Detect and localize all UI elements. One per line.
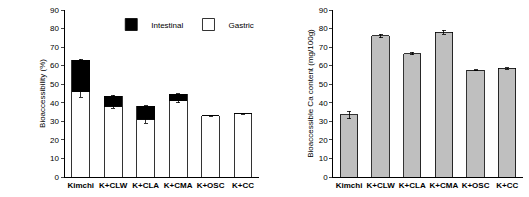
svg-text:K+CLW: K+CLW <box>367 181 396 190</box>
svg-text:90: 90 <box>50 6 59 15</box>
svg-text:30: 30 <box>319 117 328 126</box>
svg-text:80: 80 <box>319 24 328 33</box>
svg-text:50: 50 <box>319 80 328 89</box>
svg-text:Bioaccessibility (%): Bioaccessibility (%) <box>38 59 47 128</box>
svg-text:40: 40 <box>50 99 59 108</box>
svg-text:K+CLA: K+CLA <box>132 181 159 190</box>
svg-text:60: 60 <box>50 61 59 70</box>
svg-text:Intestinal: Intestinal <box>151 21 183 30</box>
svg-text:70: 70 <box>50 43 59 52</box>
svg-text:K+CC: K+CC <box>496 181 518 190</box>
svg-text:70: 70 <box>319 43 328 52</box>
svg-text:20: 20 <box>319 136 328 145</box>
svg-text:90: 90 <box>319 6 328 15</box>
svg-text:30: 30 <box>50 117 59 126</box>
svg-text:50: 50 <box>50 80 59 89</box>
svg-text:20: 20 <box>50 136 59 145</box>
svg-text:Kimchi: Kimchi <box>336 181 363 190</box>
svg-text:Kimchi: Kimchi <box>67 181 94 190</box>
svg-text:10: 10 <box>319 154 328 163</box>
svg-text:0: 0 <box>54 173 59 182</box>
svg-text:K+CLW: K+CLW <box>99 181 128 190</box>
svg-text:K+CC: K+CC <box>232 181 254 190</box>
svg-text:K+OSC: K+OSC <box>197 181 225 190</box>
svg-text:40: 40 <box>319 99 328 108</box>
svg-text:60: 60 <box>319 61 328 70</box>
svg-text:K+CLA: K+CLA <box>399 181 426 190</box>
svg-text:10: 10 <box>50 154 59 163</box>
svg-text:K+CMA: K+CMA <box>430 181 459 190</box>
svg-text:Gastric: Gastric <box>228 21 253 30</box>
svg-text:80: 80 <box>50 24 59 33</box>
svg-text:K+OSC: K+OSC <box>462 181 490 190</box>
svg-text:0: 0 <box>323 173 328 182</box>
svg-text:Bioaccessible Ca content (mg/1: Bioaccessible Ca content (mg/100g) <box>306 29 315 158</box>
svg-text:K+CMA: K+CMA <box>164 181 193 190</box>
